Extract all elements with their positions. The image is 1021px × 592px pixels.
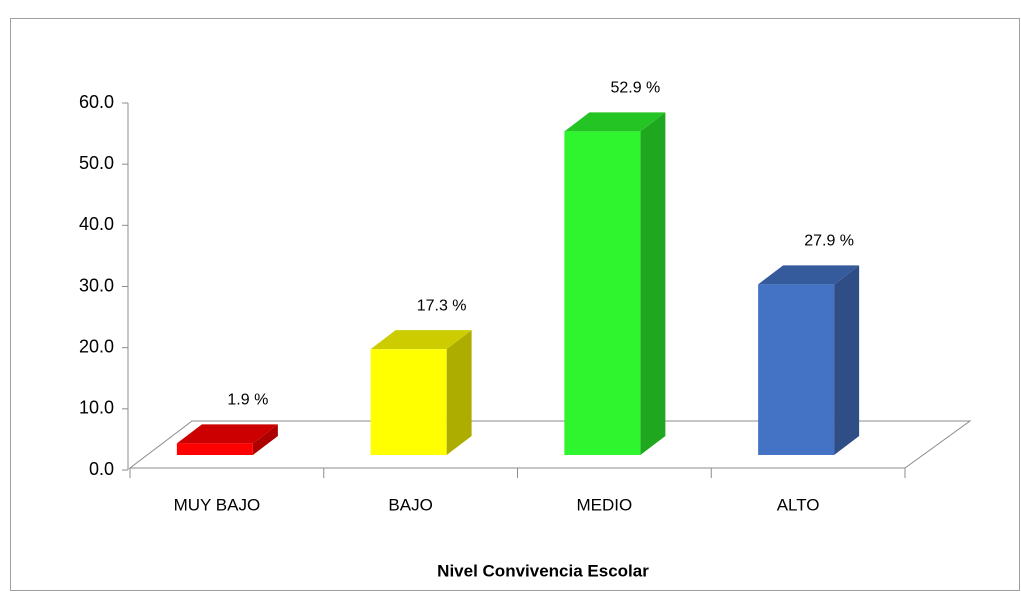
x-tick-label: ALTO: [777, 495, 820, 514]
bar-top: [564, 112, 666, 132]
value-label: 1.9 %: [227, 392, 268, 409]
value-label: 17.3 %: [417, 297, 467, 314]
bar-side: [834, 265, 860, 455]
y-tick-label: 20.0: [79, 336, 114, 356]
y-tick-label: 50.0: [79, 153, 114, 173]
bar-side: [640, 112, 666, 455]
floor: [128, 420, 972, 469]
bar-side: [252, 424, 278, 455]
bar: [564, 131, 641, 455]
chart-border: [10, 18, 1020, 591]
value-label: 52.9 %: [610, 80, 660, 97]
x-tick-label: MUY BAJO: [174, 495, 261, 514]
bar-top: [758, 265, 860, 285]
y-tick-label: 10.0: [79, 398, 114, 418]
y-tick-label: 40.0: [79, 214, 114, 234]
bar-side: [446, 330, 472, 455]
x-tick-label: MEDIO: [577, 495, 633, 514]
bar: [176, 443, 253, 455]
x-axis-title: Nivel Convivencia Escolar: [437, 561, 649, 580]
bar: [758, 284, 835, 455]
y-tick-label: 60.0: [79, 92, 114, 112]
bar-top: [370, 330, 472, 350]
bar: [370, 349, 447, 455]
y-tick-label: 30.0: [79, 275, 114, 295]
x-tick-label: BAJO: [388, 495, 432, 514]
bar-top: [176, 424, 278, 444]
y-tick-label: 0.0: [89, 459, 114, 479]
value-label: 27.9 %: [804, 233, 854, 250]
